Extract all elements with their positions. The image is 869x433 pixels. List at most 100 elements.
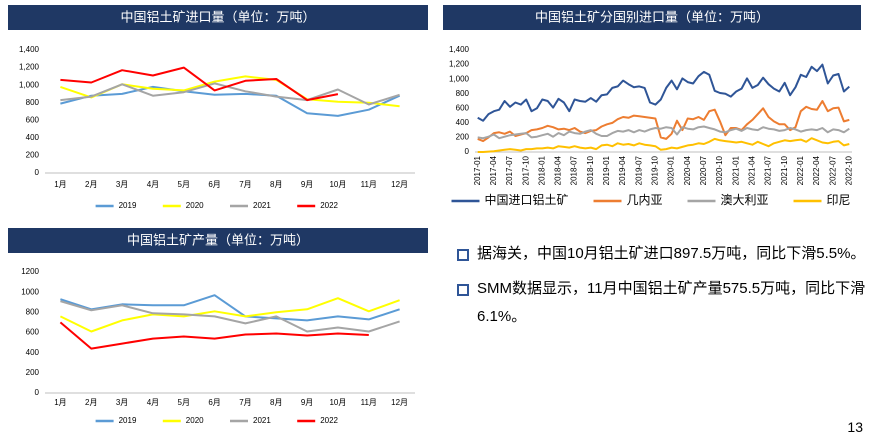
legend-label: 2022 [320,201,338,210]
y-tick-label: 800 [26,307,40,316]
x-tick-label: 10月 [329,398,346,407]
y-tick-label: 200 [26,151,40,160]
x-tick-label: 2022-04 [812,155,821,185]
series-line [59,321,369,350]
legend-label: 2021 [253,416,271,425]
x-tick-label: 8月 [270,398,282,407]
x-tick-label: 9月 [301,180,313,189]
legend-label: 印尼 [827,193,851,207]
chart-header [8,5,428,30]
y-tick-label: 1,400 [19,45,40,54]
x-tick-label: 2017-10 [521,155,530,185]
series-line [60,75,400,108]
y-tick-label: 0 [465,147,470,156]
x-tick-label: 2017-01 [473,155,482,185]
y-tick-label: 1,000 [19,80,40,89]
legend-label: 2022 [320,416,338,425]
series-line [60,82,400,106]
x-tick-label: 8月 [270,180,282,189]
x-tick-label: 2018-07 [570,155,579,185]
series-line [60,85,401,117]
x-tick-label: 2020-07 [699,155,708,185]
x-tick-label: 4月 [147,398,159,407]
x-tick-label: 2021-07 [764,155,773,185]
y-tick-label: 200 [456,133,470,142]
series-line [60,300,400,333]
y-tick-label: 800 [26,98,40,107]
x-tick-label: 2020-04 [683,155,692,185]
y-tick-label: 0 [35,168,40,177]
bullet-text: SMM数据显示，11月中国铝土矿产量575.5万吨，同比下滑6.1%。 [477,280,866,325]
y-tick-label: 1,400 [449,45,470,54]
x-tick-label: 4月 [147,180,159,189]
y-tick-label: 600 [26,115,40,124]
legend-label: 中国进口铝土矿 [485,192,569,207]
x-tick-label: 2017-07 [505,155,514,185]
y-tick-label: 1200 [21,267,39,276]
x-tick-label: 11月 [361,180,377,189]
page-number: 13 [847,419,863,433]
x-tick-label: 2021-04 [747,155,756,185]
x-tick-label: 9月 [301,398,313,407]
x-tick-label: 1月 [54,398,66,407]
legend-label: 2019 [119,201,137,210]
bullet: SMM数据显示，11月中国铝土矿产量575.5万吨，同比下滑6.1%。 [455,275,869,331]
x-tick-label: 5月 [178,180,190,189]
series-line [477,137,850,153]
y-tick-label: 600 [456,103,470,112]
y-tick-label: 0 [35,388,40,397]
y-tick-label: 400 [26,348,40,357]
y-tick-label: 200 [26,368,40,377]
y-tick-label: 1000 [21,287,39,296]
legend-label: 2020 [186,416,204,425]
x-tick-label: 2021-01 [731,155,740,185]
y-tick-label: 1,200 [449,60,470,69]
chart-header [8,228,428,253]
x-tick-label: 7月 [239,180,251,189]
x-tick-label: 2018-01 [537,155,546,185]
bullet: 据海关，中国10月铝土矿进口897.5万吨，同比下滑5.5%。 [455,240,869,268]
y-tick-label: 600 [26,328,40,337]
x-tick-label: 6月 [208,180,220,189]
x-tick-label: 11月 [361,398,377,407]
x-tick-label: 5月 [178,398,190,407]
x-tick-label: 2022-07 [828,155,837,185]
chart-title: 中国铝土矿分国别进口量（单位：万吨） [535,9,769,24]
x-tick-label: 2018-04 [554,155,563,185]
series-line [477,100,850,143]
x-tick-label: 2月 [85,180,97,189]
y-tick-label: 1,000 [449,74,470,83]
x-tick-label: 7月 [239,398,251,407]
y-tick-label: 1,200 [19,63,40,72]
x-tick-label: 1月 [54,180,66,189]
y-tick-label: 400 [456,118,470,127]
x-tick-label: 12月 [391,180,408,189]
y-tick-label: 800 [456,89,470,98]
x-tick-label: 2021-10 [780,155,789,185]
x-tick-label: 2022-01 [796,155,805,185]
series-line [477,125,850,140]
bullet-text: 据海关，中国10月铝土矿进口897.5万吨，同比下滑5.5%。 [477,245,866,262]
x-tick-label: 2019-07 [634,155,643,185]
chart-header [443,5,861,30]
legend-label: 2020 [186,201,204,210]
y-tick-label: 400 [26,133,40,142]
x-tick-label: 2018-10 [586,155,595,185]
legend-label: 澳大利亚 [721,193,769,207]
chart-title: 中国铝土矿进口量（单位：万吨） [120,9,315,24]
x-tick-label: 2月 [85,398,97,407]
x-tick-label: 12月 [391,398,408,407]
x-tick-label: 2019-01 [602,155,611,185]
x-tick-label: 2020-10 [715,155,724,185]
x-tick-label: 6月 [208,398,220,407]
x-tick-label: 3月 [116,180,128,189]
x-tick-label: 2020-01 [667,155,676,185]
x-tick-label: 2022-10 [844,155,853,185]
x-tick-label: 2019-10 [651,155,660,185]
legend-label: 2019 [119,416,137,425]
chart-title: 中国铝土矿产量（单位：万吨） [127,232,309,247]
legend-label: 2021 [253,201,271,210]
legend-label: 几内亚 [627,193,663,207]
